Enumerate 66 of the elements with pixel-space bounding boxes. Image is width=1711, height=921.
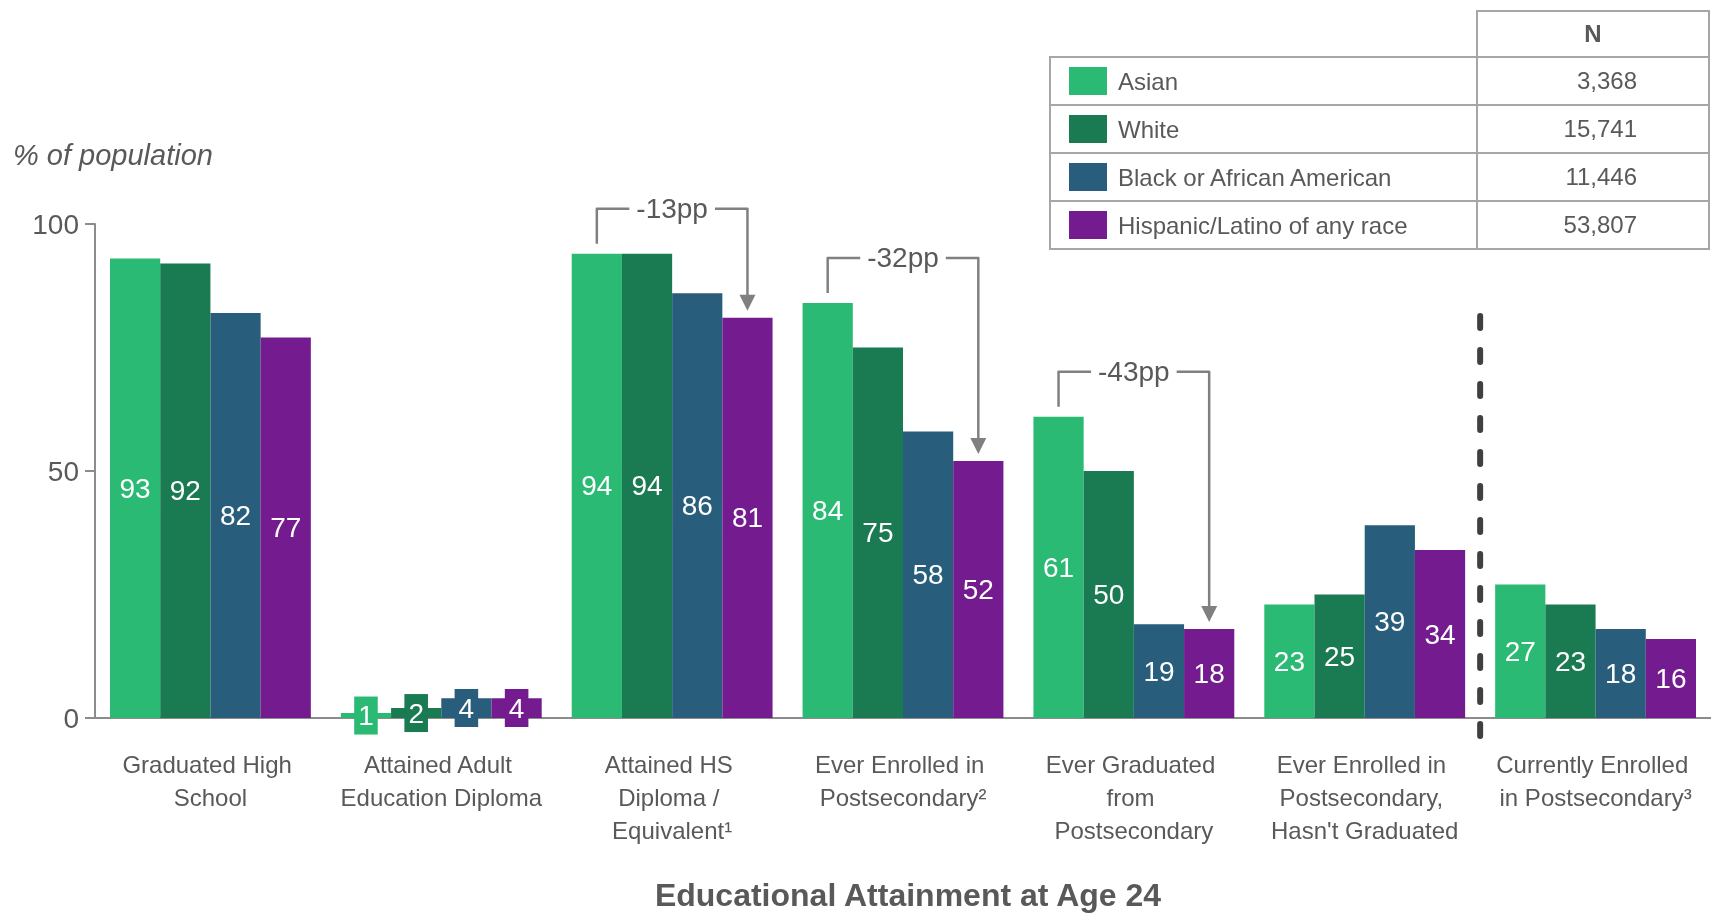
y-tick-label: 50 [47,455,79,487]
text: 3,368 [1576,67,1637,95]
data-label: 23 [1554,645,1587,677]
data-label: 4 [458,692,475,724]
x-tick-label: Ever Graduated from Postsecondary [1045,751,1222,844]
annotation: 53,807 [1563,211,1637,239]
data-label: 2 [408,697,424,729]
text: Educational Attainment at Age 24 [654,877,1162,913]
bar [672,293,723,718]
legend-label: Asian [1118,67,1179,95]
bar [802,303,853,718]
y-tick-label: 0 [63,702,79,734]
data-label: 77 [270,512,302,544]
bar [210,312,261,718]
data-label: 52 [962,574,994,606]
data-label: 19 [1143,655,1175,687]
data-label: 1 [358,700,374,732]
bar [1083,471,1134,718]
data-label: 4 [508,692,525,724]
data-label: 82 [219,499,252,531]
x-tick-label: Graduated High School [122,751,299,811]
x-tick-label: Attained HS Diploma / Equivalent¹ [604,751,740,844]
data-label: 94 [581,470,613,502]
y-axis-title: % of population [13,138,213,171]
text: 15,741 [1563,115,1637,143]
x-tick-label: Ever Enrolled in Postsecondary, Hasn't Graduated [1271,751,1459,844]
bar [571,253,622,718]
x-tick-label: Attained Adult Education Diploma [340,751,543,811]
bar [1033,416,1084,718]
data-label: 58 [912,559,944,591]
bar [722,317,773,718]
text: -13pp [636,192,708,225]
data-label: 75 [862,517,894,549]
annotation: -43pp [1098,355,1170,388]
data-label: 50 [1093,579,1125,610]
data-label: 93 [119,472,151,504]
text: 11,446 [1565,163,1637,191]
data-label: 39 [1374,606,1406,638]
legend-label: Black or African American [1118,163,1392,191]
bar [903,431,954,718]
data-label: 25 [1324,640,1356,672]
data-label: 94 [631,470,663,502]
bar [953,461,1004,718]
data-label: 81 [731,502,764,534]
bar [852,347,903,718]
bar [110,258,161,718]
data-label: 84 [812,495,844,527]
bar [160,263,211,718]
x-tick-label: Ever Enrolled in Postsecondary² [814,751,992,811]
data-label: 34 [1424,618,1456,650]
annotation: -32pp [867,242,939,275]
y-tick-label: 100 [32,208,79,240]
data-label: 18 [1605,658,1637,690]
data-label: 23 [1273,645,1305,677]
bar [260,337,311,718]
bar [621,253,673,718]
data-label: 18 [1193,658,1225,690]
data-label: 86 [681,490,713,522]
legend-label: White [1118,115,1180,143]
data-label: 16 [1655,662,1687,694]
x-tick-label: Currently Enrolled in Postsecondary³ [1496,751,1695,811]
data-label: 92 [169,475,201,507]
data-label: 61 [1042,551,1075,583]
legend-label: Hispanic/Latino of any race [1118,211,1408,239]
data-label: 27 [1504,635,1536,667]
legend-title: N [1584,20,1602,48]
